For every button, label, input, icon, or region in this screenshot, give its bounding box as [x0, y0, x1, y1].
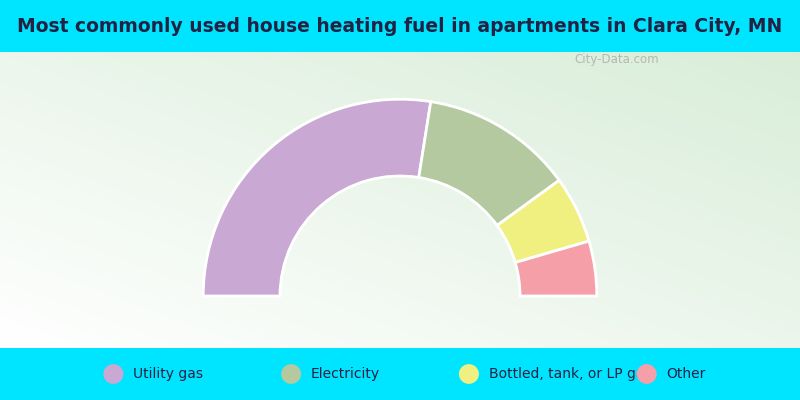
Wedge shape: [497, 180, 589, 262]
Ellipse shape: [459, 364, 479, 384]
Text: City-Data.com: City-Data.com: [575, 53, 659, 66]
Text: Utility gas: Utility gas: [134, 367, 203, 381]
Ellipse shape: [103, 364, 123, 384]
Text: Electricity: Electricity: [311, 367, 380, 381]
Text: Other: Other: [666, 367, 706, 381]
Wedge shape: [418, 102, 559, 226]
Wedge shape: [515, 241, 597, 296]
Text: Most commonly used house heating fuel in apartments in Clara City, MN: Most commonly used house heating fuel in…: [18, 16, 782, 36]
Ellipse shape: [281, 364, 301, 384]
Wedge shape: [203, 99, 430, 296]
Text: Bottled, tank, or LP gas: Bottled, tank, or LP gas: [489, 367, 651, 381]
Ellipse shape: [637, 364, 657, 384]
